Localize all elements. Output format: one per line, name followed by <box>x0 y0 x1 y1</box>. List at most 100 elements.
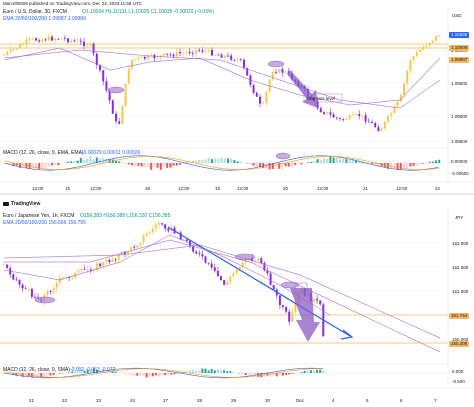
macd-histogram-bar <box>114 371 117 373</box>
macd-histogram-bar <box>390 163 393 169</box>
macd-histogram-bar <box>232 371 235 373</box>
macd-histogram-bar <box>159 163 162 170</box>
top-price-tick: 1.09000 <box>451 114 468 119</box>
candle-body <box>143 56 146 59</box>
candle-body <box>145 233 148 236</box>
macd-histogram-bar <box>247 373 250 375</box>
macd-histogram-bar <box>291 163 293 168</box>
candle-body <box>179 51 181 54</box>
candle-body <box>77 270 80 273</box>
candle-body <box>189 240 191 247</box>
candle-body <box>210 263 213 268</box>
macd-histogram-bar <box>306 370 309 373</box>
signal-line <box>3 156 440 170</box>
candle-body <box>54 38 57 41</box>
macd-histogram-bar <box>367 163 370 164</box>
macd-histogram-bar <box>322 370 325 373</box>
bottom-time-tick: 24 <box>130 398 136 403</box>
candle-body <box>204 256 207 263</box>
candle-body <box>123 251 126 254</box>
macd-histogram-bar <box>214 158 217 163</box>
macd-histogram-bar <box>57 163 60 166</box>
candle-body <box>192 246 195 252</box>
macd-histogram-bar <box>239 161 242 163</box>
tradingview-watermark-text: TradingView <box>11 201 41 207</box>
macd-histogram-bar <box>254 373 257 377</box>
candle-body <box>257 258 260 261</box>
candle-body <box>238 266 241 270</box>
moving-average-line <box>3 244 441 339</box>
macd-histogram-bar <box>89 369 92 373</box>
macd-histogram-bar <box>213 370 216 373</box>
macd-histogram-bar <box>133 373 136 376</box>
candle-body <box>201 50 204 52</box>
candle-body <box>166 53 169 55</box>
candle-body <box>419 49 421 52</box>
macd-histogram-bar <box>105 158 108 163</box>
top-macd-tick: -0.00500 <box>451 171 469 176</box>
macd-histogram-bar <box>297 372 300 373</box>
macd-histogram-bar <box>47 163 50 167</box>
macd-histogram-bar <box>211 159 213 163</box>
macd-histogram-bar <box>371 163 373 165</box>
candle-body <box>262 102 265 104</box>
macd-histogram-bar <box>262 163 265 169</box>
macd-histogram-bar <box>431 161 434 163</box>
moving-average-line <box>3 49 441 109</box>
macd-line <box>3 155 440 171</box>
candle-body <box>51 36 53 41</box>
candle-body <box>114 259 117 260</box>
bottom-time-tick: 28 <box>197 398 203 403</box>
candle-body <box>339 118 341 120</box>
candle-body <box>393 106 396 114</box>
macd-histogram-bar <box>351 158 354 163</box>
candle-body <box>27 288 30 290</box>
bottom-ohlc-line: O156.383 H156.388 L156.330 C156.385 <box>80 213 171 219</box>
candle-body <box>387 115 389 122</box>
macd-histogram-bar <box>15 373 18 376</box>
candle-body <box>335 117 338 119</box>
bottom-macd-tick: -0.500 <box>452 379 465 384</box>
macd-histogram-bar <box>182 372 185 373</box>
candle-body <box>96 263 98 270</box>
macd-histogram-bar <box>310 161 313 163</box>
macd-histogram-bar <box>99 159 101 163</box>
candle-body <box>207 262 210 264</box>
macd-histogram-bar <box>92 159 95 163</box>
candle-body <box>6 51 9 55</box>
macd-histogram-bar <box>393 163 396 170</box>
candle-body <box>134 59 137 61</box>
macd-histogram-bar <box>220 157 223 163</box>
macd-histogram-bar <box>342 159 345 163</box>
candle-body <box>214 54 217 56</box>
candle-body <box>65 276 67 278</box>
candle-body <box>52 288 55 292</box>
macd-histogram-bar <box>278 373 281 376</box>
macd-histogram-bar <box>415 163 418 166</box>
candle-body <box>19 44 21 49</box>
macd-histogram-bar <box>406 163 409 169</box>
candle-body <box>323 112 325 114</box>
bottom-price-tick: 161.000 <box>452 289 469 294</box>
top-time-tick: 19 <box>215 186 221 191</box>
candle-body <box>319 108 322 113</box>
macd-histogram-bar <box>52 373 55 375</box>
candle-body <box>148 232 151 234</box>
candle-body <box>105 259 108 262</box>
candle-body <box>38 40 41 42</box>
candle-body <box>15 48 18 50</box>
macd-histogram-bar <box>19 163 21 168</box>
macd-histogram-bar <box>288 373 291 375</box>
macd-histogram-bar <box>236 161 239 163</box>
bottom-macd-values: -0.092 -0.063 -0.072 <box>70 367 116 373</box>
macd-histogram-bar <box>51 163 53 166</box>
macd-histogram-bar <box>251 373 253 375</box>
candle-body <box>6 264 9 269</box>
candle-body <box>239 58 242 60</box>
candle-body <box>21 284 24 289</box>
candle-body <box>188 51 191 54</box>
macd-histogram-bar <box>275 373 278 377</box>
macd-histogram-bar <box>41 163 44 169</box>
macd-histogram-bar <box>134 163 137 167</box>
macd-histogram-bar <box>161 373 164 376</box>
